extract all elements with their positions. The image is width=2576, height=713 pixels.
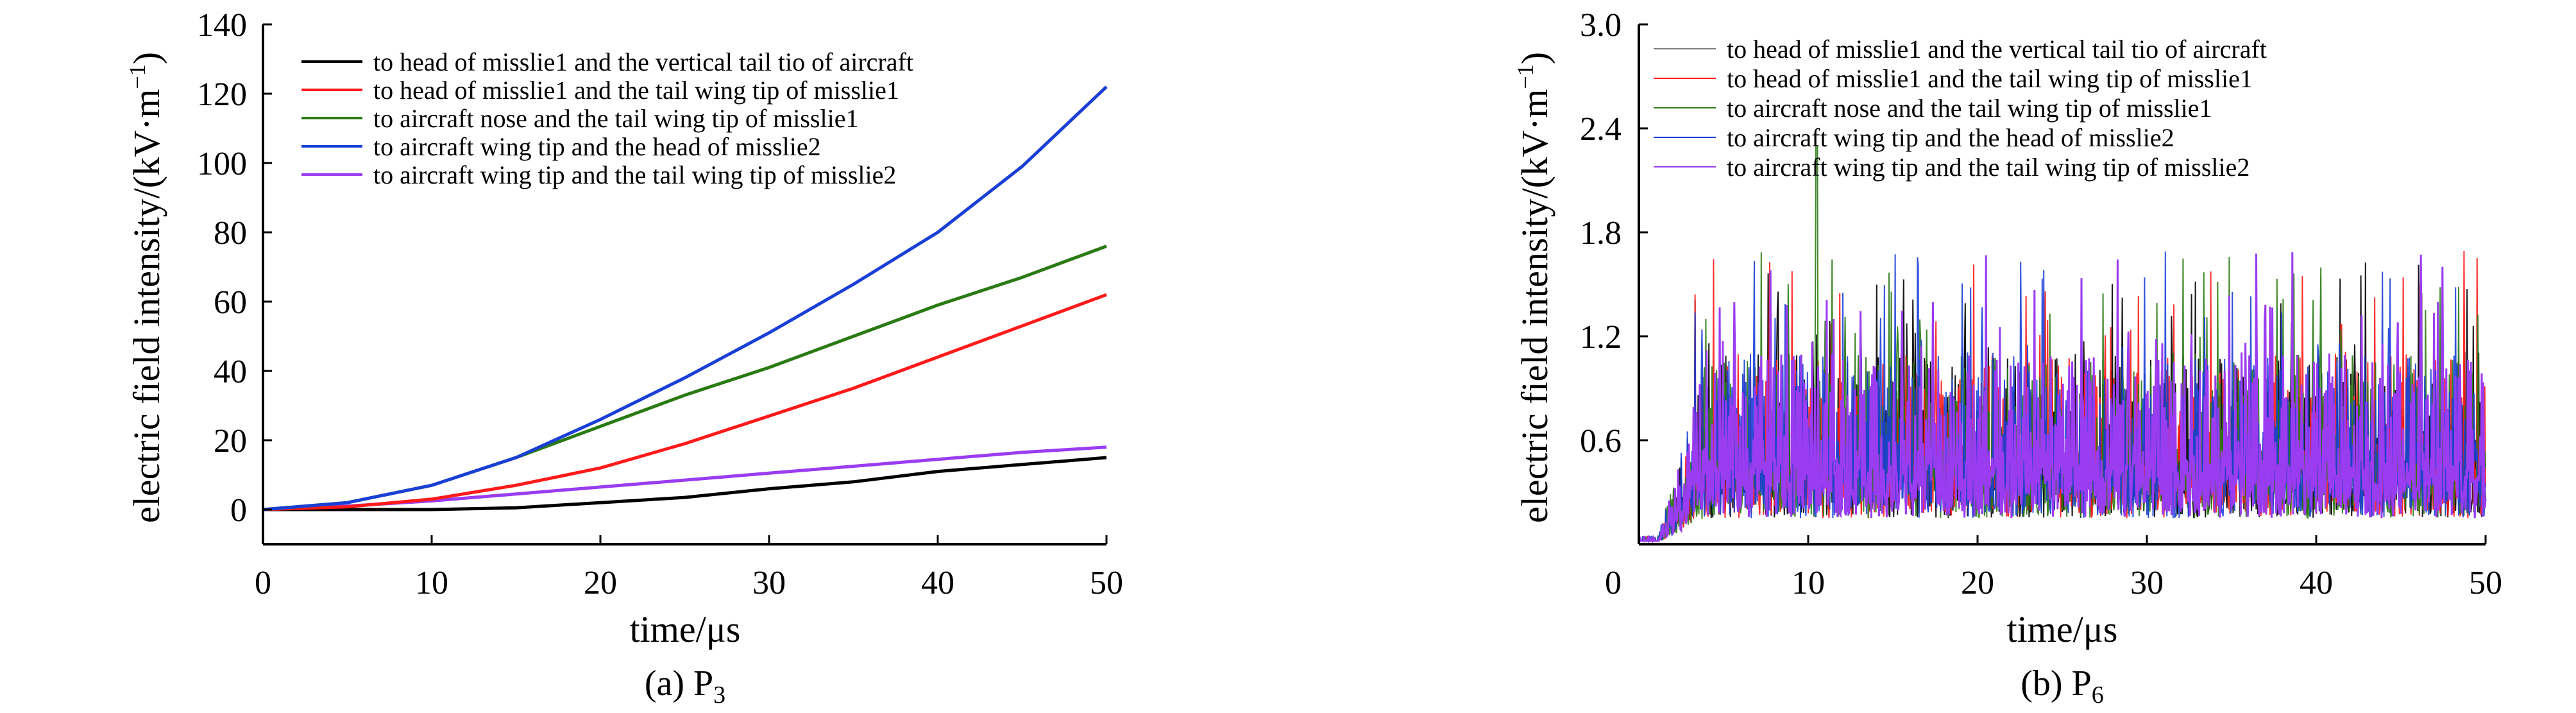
chart-b-y-axis-title: electric field intensity/(kV·m−1) xyxy=(1513,52,1555,523)
chart-b-x-tick-labels: 0 10 20 30 40 50 xyxy=(1605,565,2502,601)
chart-b-y-tick-label: 2.4 xyxy=(1580,111,1622,148)
legend-label: to aircraft wing tip and the tail wing t… xyxy=(1727,153,2250,182)
legend-label: to aircraft wing tip and the tail wing t… xyxy=(373,160,896,189)
chart-a-ticks xyxy=(262,23,1108,544)
chart-a-y-tick-label: 60 xyxy=(214,284,247,321)
legend-label: to head of misslie1 and the vertical tai… xyxy=(1727,35,2267,64)
chart-a-y-tick-label: 140 xyxy=(197,7,247,44)
legend-item: to aircraft wing tip and the head of mis… xyxy=(1654,123,2174,152)
legend-label: to head of misslie1 and the tail wing ti… xyxy=(1727,64,2253,93)
chart-b-x-tick-label: 10 xyxy=(1792,565,1825,601)
chart-b-caption: (b) P6 xyxy=(2021,664,2103,709)
chart-a-y-tick-label: 80 xyxy=(214,215,247,252)
chart-a-caption-main: (a) P xyxy=(645,664,713,703)
legend-label: to head of misslie1 and the vertical tai… xyxy=(373,47,913,76)
legend-item: to head of misslie1 and the vertical tai… xyxy=(301,47,913,76)
legend-item: to aircraft nose and the tail wing tip o… xyxy=(301,104,858,133)
chart-a-caption-sub: 3 xyxy=(713,682,725,709)
chart-b-y-tick-labels: 3.0 2.4 1.8 1.2 0.6 xyxy=(1580,7,1622,460)
chart-b-series-line xyxy=(1638,252,2487,545)
chart-a-x-tick-label: 50 xyxy=(1090,565,1123,601)
chart-a-series-line xyxy=(263,456,1107,511)
chart-a-x-tick-label: 20 xyxy=(584,565,617,601)
chart-a-caption: (a) P3 xyxy=(645,664,725,709)
chart-b-x-tick-label: 50 xyxy=(2469,565,2502,601)
chart-a-x-axis-title: time/μs xyxy=(630,608,741,650)
chart-a-y-axis-title-main: electric field intensity/(kV·m xyxy=(126,89,167,523)
chart-a-x-tick-label: 10 xyxy=(415,565,448,601)
chart-b-y-axis-title-end: ) xyxy=(1514,52,1555,64)
chart-b-legend: to head of misslie1 and the vertical tai… xyxy=(1654,35,2267,182)
chart-a-y-axis-title-sup: −1 xyxy=(124,64,150,89)
chart-b-y-tick-label: 0.6 xyxy=(1580,423,1622,460)
chart-panel-a: 140 120 100 80 60 40 20 0 0 10 20 30 40 … xyxy=(124,7,1123,709)
legend-item: to aircraft wing tip and the tail wing t… xyxy=(301,160,896,189)
legend-item: to head of misslie1 and the tail wing ti… xyxy=(301,76,899,105)
chart-a-y-tick-label: 20 xyxy=(214,423,247,460)
chart-a-series-line xyxy=(262,85,1108,511)
chart-b-y-tick-label: 3.0 xyxy=(1580,7,1622,44)
chart-b-ticks xyxy=(1638,23,2487,544)
chart-a-x-tick-labels: 0 10 20 30 40 50 xyxy=(255,565,1123,601)
chart-a-series-line xyxy=(262,445,1107,511)
legend-label: to head of misslie1 and the tail wing ti… xyxy=(373,76,899,105)
chart-b-x-tick-label: 40 xyxy=(2300,565,2333,601)
legend-item: to aircraft wing tip and the head of mis… xyxy=(301,132,821,161)
chart-a-y-tick-label: 40 xyxy=(214,354,247,390)
chart-a-series-line xyxy=(262,293,1107,511)
chart-b-x-tick-label: 0 xyxy=(1605,565,1622,601)
chart-a-x-tick-label: 30 xyxy=(752,565,786,601)
chart-a-y-axis-title: electric field intensity/(kV·m−1) xyxy=(124,52,167,523)
chart-a-y-axis-title-end: ) xyxy=(126,52,167,64)
legend-item: to head of misslie1 and the tail wing ti… xyxy=(1654,64,2253,93)
chart-b-x-tick-label: 20 xyxy=(1961,565,1994,601)
chart-b-y-axis-title-main: electric field intensity/(kV·m xyxy=(1514,89,1555,523)
chart-b-x-axis-title: time/μs xyxy=(2007,608,2118,650)
legend-label: to aircraft wing tip and the head of mis… xyxy=(373,132,821,161)
legend-label: to aircraft wing tip and the head of mis… xyxy=(1727,123,2174,152)
chart-panel-b: 3.0 2.4 1.8 1.2 0.6 0 10 20 30 40 50 tim… xyxy=(1513,7,2502,709)
chart-a-series xyxy=(262,85,1108,511)
chart-b-y-tick-label: 1.2 xyxy=(1580,319,1622,356)
chart-b-y-axis-title-sup: −1 xyxy=(1513,64,1538,89)
chart-a-x-tick-label: 40 xyxy=(921,565,954,601)
chart-a-y-tick-labels: 140 120 100 80 60 40 20 0 xyxy=(197,7,247,529)
chart-b-x-tick-label: 30 xyxy=(2130,565,2164,601)
chart-b-caption-main: (b) P xyxy=(2021,664,2091,703)
chart-a-y-tick-label: 120 xyxy=(197,76,247,113)
legend-item: to aircraft nose and the tail wing tip o… xyxy=(1654,94,2212,123)
chart-b-y-tick-label: 1.8 xyxy=(1580,215,1622,252)
chart-a-x-tick-label: 0 xyxy=(255,565,271,601)
legend-item: to aircraft wing tip and the tail wing t… xyxy=(1654,153,2250,182)
chart-a-y-tick-label: 0 xyxy=(230,492,247,529)
chart-b-caption-sub: 6 xyxy=(2092,682,2104,709)
chart-a-y-tick-label: 100 xyxy=(197,146,247,182)
legend-label: to aircraft nose and the tail wing tip o… xyxy=(1727,94,2212,123)
chart-b-series xyxy=(1638,145,2487,545)
legend-item: to head of misslie1 and the vertical tai… xyxy=(1654,35,2267,64)
chart-a-legend: to head of misslie1 and the vertical tai… xyxy=(301,47,913,189)
legend-label: to aircraft nose and the tail wing tip o… xyxy=(373,104,858,133)
